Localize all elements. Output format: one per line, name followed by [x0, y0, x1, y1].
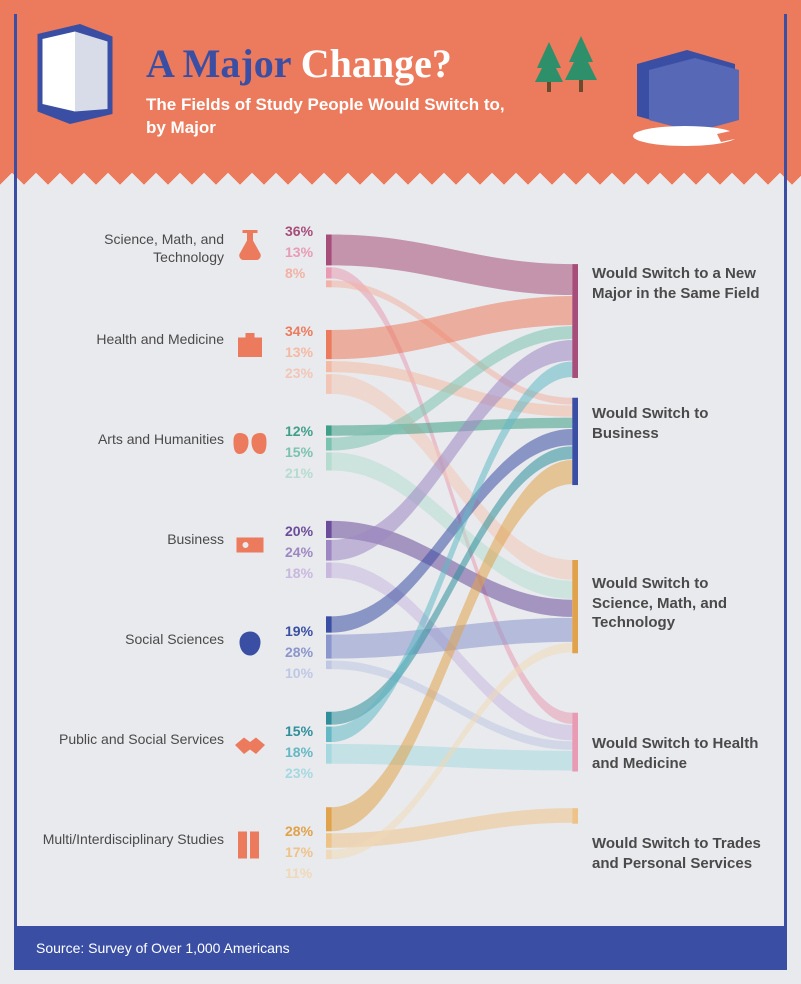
- src-bar-health: [326, 361, 332, 372]
- dst-bar-business: [572, 398, 578, 485]
- target-label-sci: Would Switch to Science, Math, and Techn…: [592, 574, 769, 633]
- src-bar-multi: [326, 807, 332, 831]
- source-label-arts: Arts and Humanities: [32, 431, 224, 449]
- pct-health: 34%13%23%: [285, 321, 313, 384]
- src-bar-sci: [326, 235, 332, 266]
- pct-biz: 20%24%18%: [285, 521, 313, 584]
- flow-sci-same: [332, 235, 573, 296]
- target-label-business: Would Switch to Business: [592, 404, 769, 443]
- src-bar-health: [326, 330, 332, 359]
- src-bar-arts: [326, 438, 332, 451]
- source-label-health: Health and Medicine: [32, 331, 224, 349]
- src-bar-pub: [326, 744, 332, 764]
- footer-bar: Source: Survey of Over 1,000 Americans: [14, 926, 787, 970]
- pct-soc: 19%28%10%: [285, 621, 313, 684]
- src-bar-biz: [326, 562, 332, 577]
- src-bar-arts: [326, 425, 332, 435]
- medkit-icon: [232, 327, 268, 363]
- target-label-trades: Would Switch to Trades and Personal Serv…: [592, 834, 769, 873]
- source-label-soc: Social Sciences: [32, 631, 224, 649]
- dst-bar-same: [572, 264, 578, 378]
- pct-multi: 28%17%11%: [285, 821, 313, 884]
- src-bar-multi: [326, 833, 332, 848]
- masks-icon: [232, 427, 268, 463]
- source-label-pub: Public and Social Services: [32, 731, 224, 749]
- target-label-same: Would Switch to a New Major in the Same …: [592, 264, 769, 303]
- money-icon: [232, 527, 268, 563]
- src-bar-pub: [326, 712, 332, 725]
- sankey-chart: Science, Math, and Technology 36%13%8% Hea…: [32, 210, 769, 910]
- sankey-flows: [326, 210, 578, 910]
- src-bar-sci: [326, 267, 332, 278]
- pct-sci: 36%13%8%: [285, 221, 313, 284]
- pct-arts: 12%15%21%: [285, 421, 313, 484]
- src-bar-biz: [326, 521, 332, 538]
- src-bar-multi: [326, 850, 332, 859]
- source-label-biz: Business: [32, 531, 224, 549]
- pct-pub: 15%18%23%: [285, 721, 313, 784]
- footer-source-text: Source: Survey of Over 1,000 Americans: [36, 940, 290, 956]
- src-bar-sci: [326, 280, 332, 287]
- flask-icon: [232, 227, 268, 263]
- src-bar-health: [326, 374, 332, 394]
- src-bar-arts: [326, 452, 332, 470]
- infographic-frame: A Major Change? The Fields of Study Peop…: [0, 0, 801, 984]
- brain-icon: [232, 627, 268, 663]
- dst-bar-trades: [572, 808, 578, 824]
- src-bar-soc: [326, 635, 332, 659]
- src-bar-biz: [326, 540, 332, 561]
- source-label-multi: Multi/Interdisciplinary Studies: [32, 831, 224, 849]
- source-label-sci: Science, Math, and Technology: [32, 231, 224, 266]
- handshake-icon: [232, 727, 268, 763]
- dst-bar-health: [572, 713, 578, 772]
- src-bar-soc: [326, 661, 332, 670]
- src-bar-soc: [326, 616, 332, 632]
- dst-bar-sci: [572, 560, 578, 653]
- target-label-health: Would Switch to Health and Medicine: [592, 734, 769, 773]
- src-bar-pub: [326, 727, 332, 742]
- books-icon: [232, 827, 268, 863]
